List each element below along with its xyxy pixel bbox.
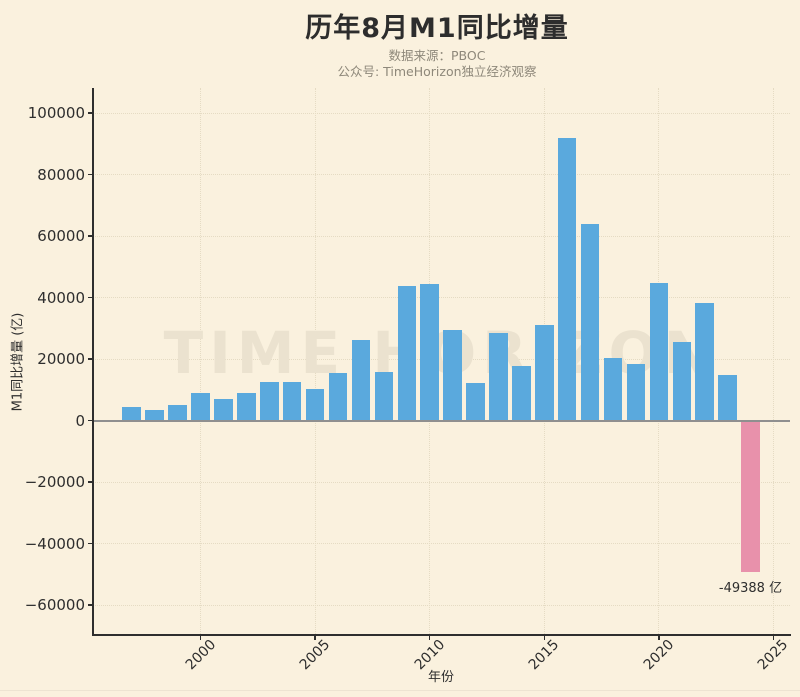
- y-tick-100000: [87, 112, 92, 114]
- bar-2024: [741, 420, 760, 573]
- y-tick--20000: [87, 481, 92, 483]
- bar-2019: [626, 364, 646, 421]
- x-tick-label-2020: 2020: [640, 636, 678, 674]
- chart-title: 历年8月M1同比增量: [305, 13, 569, 44]
- y-tick--60000: [87, 604, 92, 606]
- bar-2011: [443, 330, 462, 421]
- bar-2020: [649, 282, 669, 421]
- y-gridline-100000: [92, 112, 790, 114]
- x-axis-spine: [91, 634, 791, 636]
- y-gridline--40000: [92, 543, 790, 544]
- y-tick-20000: [87, 358, 92, 360]
- bar-2002: [237, 393, 256, 421]
- y-tick-label-0: 0: [75, 411, 85, 430]
- y-gridline--60000: [92, 604, 790, 606]
- y-tick-label-100000: 100000: [27, 104, 85, 122]
- x-tick-2015: [543, 636, 545, 640]
- bar-2003: [260, 382, 279, 421]
- x-tick-label-2000: 2000: [182, 636, 219, 674]
- y-tick-60000: [87, 235, 92, 237]
- bar-2008: [374, 371, 394, 421]
- y-tick-label--40000: −40000: [24, 534, 85, 553]
- y-tick-0: [87, 419, 92, 422]
- x-tick-2025: [772, 636, 775, 640]
- y-tick-label-80000: 80000: [37, 165, 85, 184]
- chart-subtitle-account: 公众号: TimeHorizon独立经济观察: [337, 64, 537, 79]
- y-gridline-40000: [92, 297, 790, 298]
- y-gridline-60000: [92, 235, 790, 237]
- bar-1998: [145, 410, 164, 421]
- bar-2013: [489, 333, 508, 421]
- bar-2010: [420, 284, 439, 421]
- bar-2017: [580, 224, 600, 421]
- bar-2014: [512, 365, 531, 421]
- bar-2000: [191, 393, 210, 421]
- y-gridline-20000: [92, 358, 790, 360]
- y-gridline-80000: [92, 174, 790, 175]
- x-gridline-2000: [200, 88, 201, 634]
- bar-2005: [305, 389, 325, 421]
- x-gridline-2025: [772, 88, 774, 634]
- bar-2023: [718, 374, 737, 421]
- bar-2006: [328, 372, 348, 421]
- bar-2021: [672, 341, 691, 421]
- bar-2009: [397, 286, 416, 421]
- chart-subtitle-source: 数据来源：PBOC: [388, 48, 486, 63]
- x-gridline-2005: [314, 88, 316, 634]
- y-tick-80000: [87, 173, 92, 176]
- negative-bar-value-label: -49388 亿: [718, 581, 783, 597]
- bar-2007: [351, 339, 371, 421]
- bar-2001: [214, 398, 233, 421]
- y-tick-label-40000: 40000: [37, 288, 85, 307]
- y-axis-spine: [91, 88, 94, 636]
- y-gridline--20000: [92, 481, 790, 483]
- bar-1999: [168, 405, 187, 421]
- bar-1997: [122, 406, 141, 421]
- zero-baseline: [92, 419, 790, 422]
- x-tick-label-2005: 2005: [296, 636, 334, 674]
- x-tick-2020: [658, 636, 660, 640]
- y-tick-label-60000: 60000: [37, 227, 85, 245]
- bar-2015: [535, 325, 554, 421]
- x-tick-2000: [199, 636, 202, 640]
- x-tick-2005: [314, 636, 316, 640]
- y-tick-40000: [87, 296, 92, 299]
- figure-bottom-edge: [0, 690, 800, 691]
- bar-2016: [557, 137, 577, 421]
- y-tick-label--20000: −20000: [24, 473, 85, 491]
- y-tick--40000: [87, 542, 92, 545]
- y-tick-label--60000: −60000: [24, 596, 85, 614]
- bar-2018: [603, 357, 623, 421]
- bar-2012: [466, 382, 485, 421]
- x-tick-2010: [428, 636, 431, 640]
- x-axis-title: 年份: [427, 670, 454, 685]
- bar-2022: [695, 303, 714, 421]
- x-tick-label-2025: 2025: [755, 636, 792, 674]
- x-tick-label-2015: 2015: [525, 636, 563, 674]
- bar-2004: [282, 382, 302, 421]
- y-tick-label-20000: 20000: [37, 350, 85, 368]
